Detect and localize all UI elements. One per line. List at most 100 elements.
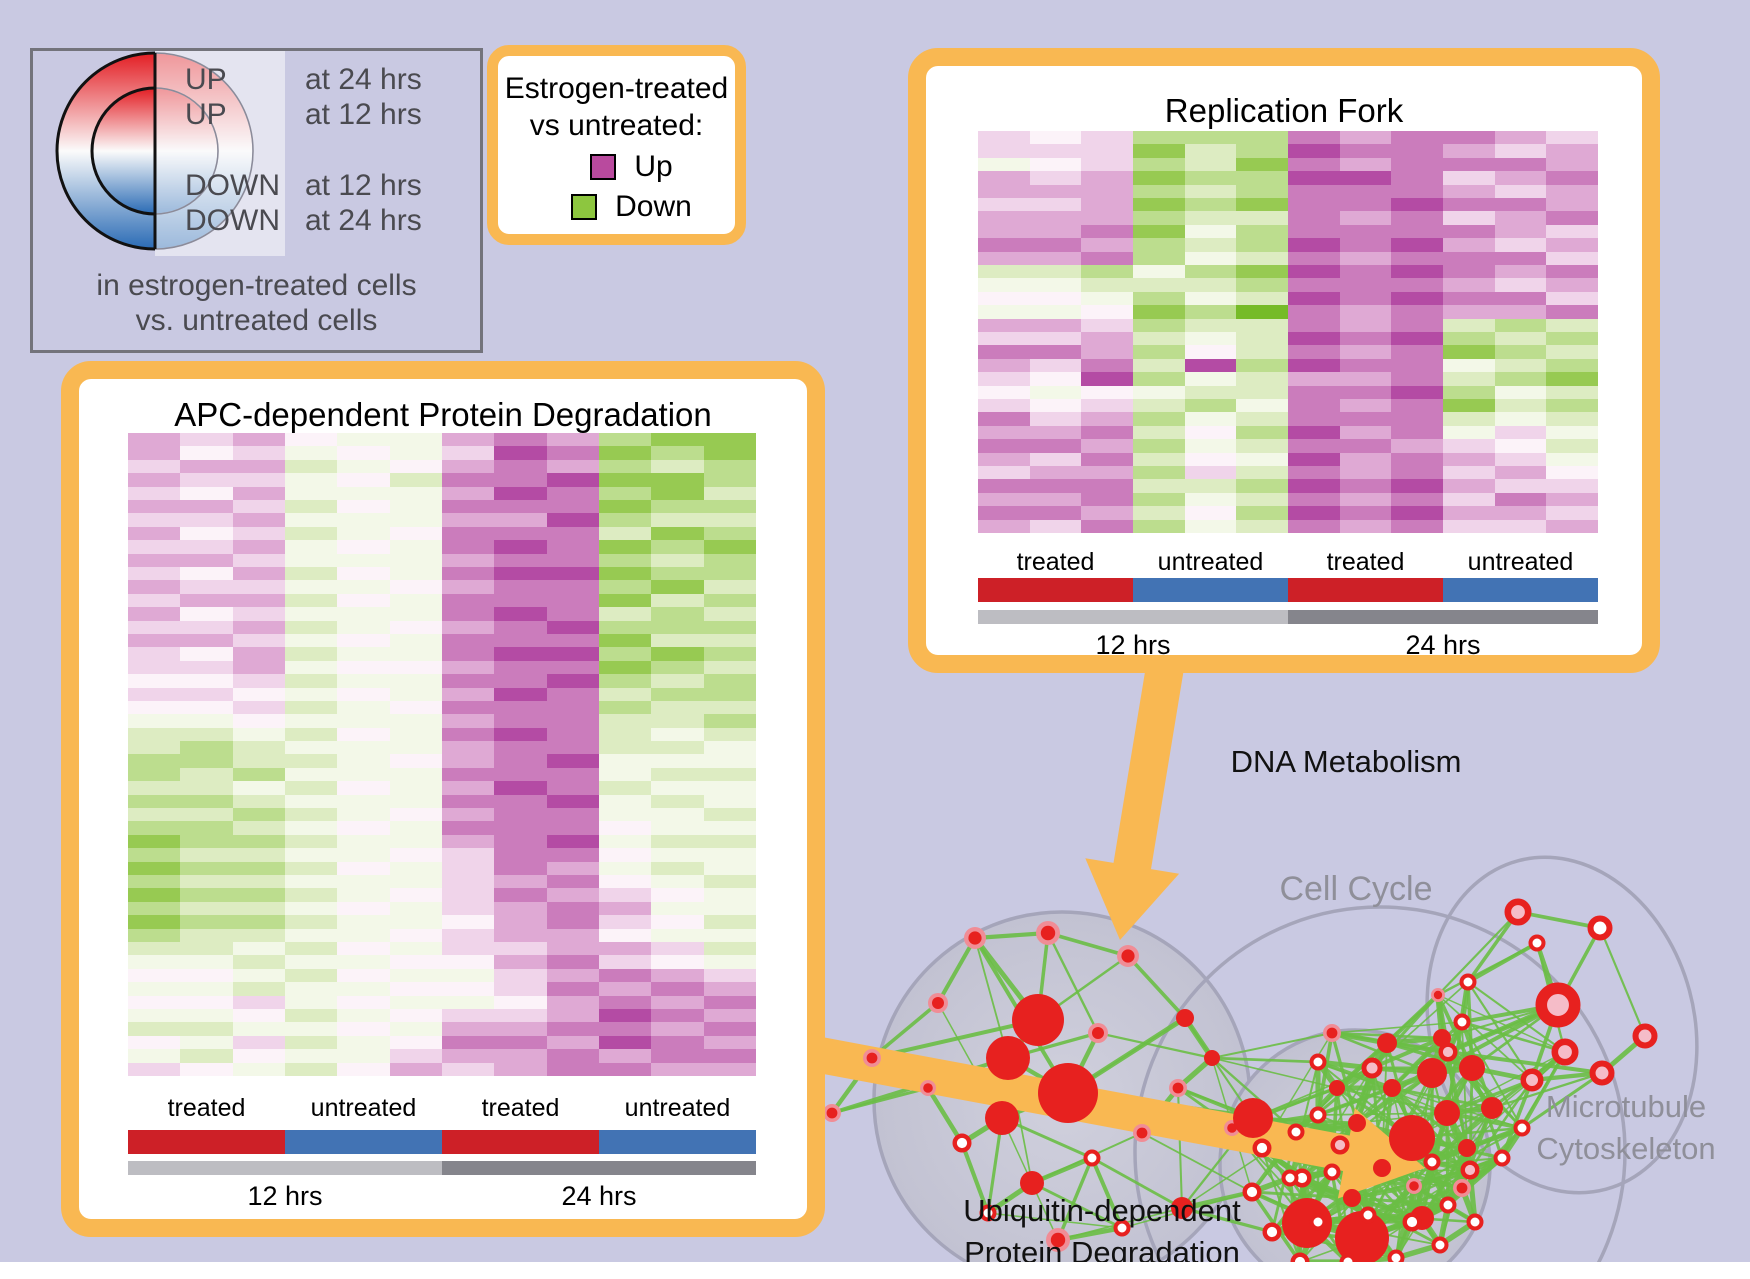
heat-cell	[703, 821, 756, 835]
heat-cell	[441, 593, 495, 608]
heat-cell	[651, 687, 704, 701]
heat-cell	[1339, 251, 1392, 265]
heat-cell	[651, 714, 704, 728]
heat-cell	[337, 553, 390, 567]
heat-cell	[180, 580, 233, 594]
heat-cell	[1133, 305, 1185, 319]
group-label: treated	[167, 1094, 246, 1122]
heat-cell	[651, 540, 704, 554]
heat-cell	[232, 794, 285, 809]
heat-cell	[232, 580, 285, 594]
heat-cell	[546, 901, 599, 916]
heat-cell	[128, 1022, 181, 1036]
heat-cell	[337, 660, 390, 675]
heat-cell	[1133, 251, 1185, 265]
heat-cell	[389, 433, 442, 447]
heat-cell	[1339, 157, 1392, 172]
heat-cell	[1133, 291, 1185, 306]
heat-cell	[337, 942, 390, 956]
heat-cell	[1443, 224, 1495, 239]
heat-cell	[1288, 506, 1340, 520]
heat-cell	[389, 660, 442, 675]
heat-cell	[1236, 479, 1288, 493]
heat-cell	[703, 915, 756, 929]
heat-cell	[337, 861, 390, 876]
heat-cell	[180, 982, 233, 996]
heat-cell	[180, 1009, 233, 1023]
heat-cell	[284, 620, 338, 634]
heat-cell	[494, 901, 547, 916]
heat-cell	[546, 888, 599, 902]
heat-cell	[1081, 305, 1133, 319]
heat-cell	[1391, 412, 1443, 426]
heat-cell	[389, 526, 442, 541]
gene-node-solid	[1282, 1198, 1332, 1248]
heat-cell	[1443, 452, 1495, 466]
heat-cell	[1081, 264, 1133, 279]
network-edge	[1211, 1056, 1319, 1064]
heat-cell	[978, 211, 1030, 225]
heat-cell	[1236, 144, 1288, 158]
heat-cell	[1184, 224, 1237, 239]
heat-cell	[546, 1022, 599, 1036]
heat-cell	[337, 821, 390, 835]
heat-cell	[1184, 358, 1237, 373]
heat-cell	[1029, 331, 1082, 346]
heat-cell	[703, 982, 756, 996]
heat-cell	[494, 741, 547, 755]
down-label: Down	[615, 190, 692, 223]
heat-cell	[1443, 264, 1495, 279]
heat-cell	[978, 278, 1030, 292]
heat-cell	[232, 674, 285, 688]
heat-cell	[1494, 479, 1547, 493]
heat-cell	[598, 767, 652, 782]
heat-cell	[337, 915, 390, 929]
heat-cell	[703, 526, 756, 541]
heat-cell	[598, 1049, 652, 1063]
heat-cell	[284, 459, 338, 474]
bottom-margin	[0, 1262, 1750, 1279]
heat-cell	[703, 607, 756, 621]
gene-node-core	[1433, 990, 1443, 1000]
gene-node-core	[1409, 1181, 1419, 1191]
network-edge	[1431, 1003, 1559, 1075]
heat-cell	[1133, 398, 1185, 413]
heat-cell	[651, 888, 704, 902]
heat-cell	[1081, 197, 1133, 212]
heat-cell	[651, 647, 704, 661]
heat-cell	[1494, 211, 1547, 225]
heat-cell	[180, 433, 233, 447]
heat-cell	[494, 1062, 547, 1076]
time-label: 24 hrs	[1405, 630, 1481, 660]
heat-cell	[389, 687, 442, 701]
gene-node-ring-white	[1309, 1053, 1327, 1071]
heat-cell	[1546, 305, 1598, 319]
heat-cell	[703, 700, 756, 715]
heat-cell	[441, 633, 495, 648]
heat-cell	[284, 915, 338, 929]
heat-cell	[703, 714, 756, 728]
heat-cell	[494, 433, 547, 447]
heat-cell	[703, 687, 756, 701]
heat-cell	[1546, 238, 1598, 252]
heat-cell	[337, 499, 390, 514]
heat-cell	[389, 1022, 442, 1036]
heat-cell	[337, 647, 390, 661]
heat-cell	[1443, 278, 1495, 292]
heat-cell	[284, 486, 338, 500]
heat-cell	[1546, 144, 1598, 158]
heat-cell	[1546, 171, 1598, 185]
heat-cell	[494, 808, 547, 822]
heat-cell	[651, 955, 704, 969]
heat-cell	[1236, 264, 1288, 279]
heat-cell	[180, 875, 233, 889]
heat-cell	[284, 767, 338, 782]
heat-cell	[1184, 425, 1237, 440]
heat-cell	[284, 687, 338, 701]
heat-cell	[598, 888, 652, 902]
heat-cell	[441, 526, 495, 541]
time-label: 12 hrs	[247, 1181, 323, 1211]
heat-cell	[1081, 398, 1133, 413]
heat-cell	[128, 486, 181, 500]
network-edge	[1437, 911, 1519, 996]
